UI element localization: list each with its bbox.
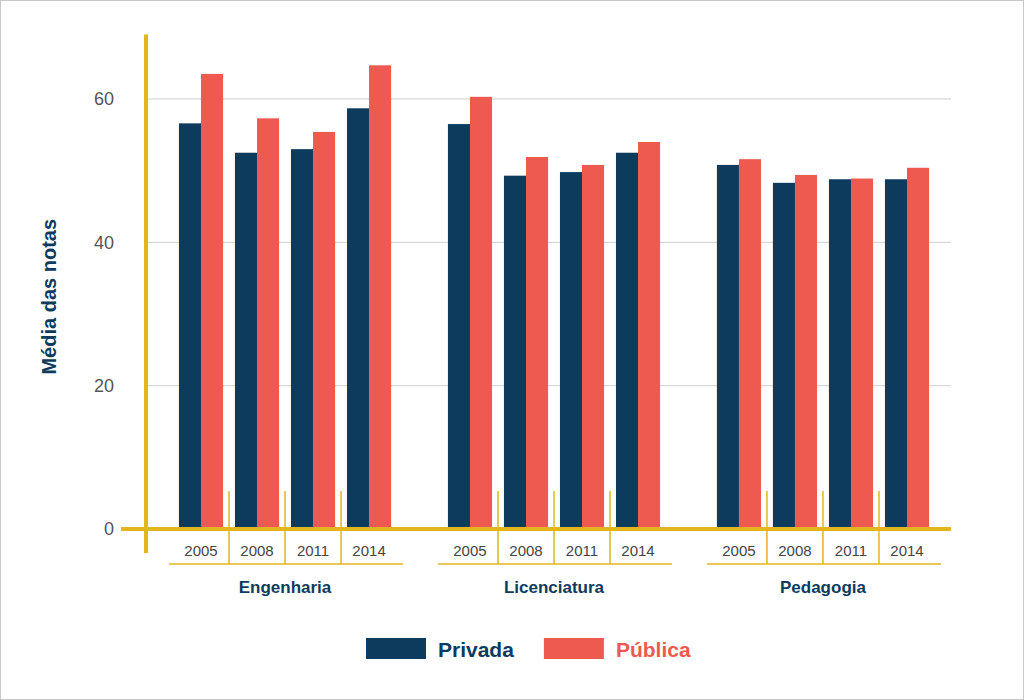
bar xyxy=(560,172,582,529)
bar xyxy=(201,74,223,529)
x-tick-label: 2011 xyxy=(566,542,598,559)
y-tick-label: 60 xyxy=(94,89,114,109)
y-tick-label: 0 xyxy=(104,519,114,539)
x-tick-label: 2008 xyxy=(778,542,811,559)
group-underline xyxy=(707,563,941,565)
x-axis-labels: 2005 2008 2011 2014 Engenharia 2005 2008 2011 20… xyxy=(184,542,923,597)
x-tick-label: 2005 xyxy=(722,542,755,559)
legend-swatch xyxy=(544,638,604,659)
bar xyxy=(313,132,335,529)
x-tick-label: 2005 xyxy=(453,542,486,559)
group-label: Licenciatura xyxy=(504,578,605,597)
legend-label: Pública xyxy=(616,638,691,661)
y-tick: 60 xyxy=(94,89,146,109)
chart-frame: 2005 2008 2011 2014 Engenharia 2005 2008 2011 20… xyxy=(0,0,1024,700)
y-tick-label: 20 xyxy=(94,376,114,396)
bar xyxy=(717,165,739,529)
y-axis-line xyxy=(144,34,148,553)
group-label: Pedagogia xyxy=(780,578,867,597)
x-tick-label: 2014 xyxy=(621,542,654,559)
group-label: Engenharia xyxy=(239,578,332,597)
bar xyxy=(257,118,279,529)
x-tick-label: 2014 xyxy=(352,542,385,559)
bar xyxy=(851,179,873,529)
bar xyxy=(179,123,201,529)
x-tick-label: 2008 xyxy=(509,542,542,559)
bar xyxy=(582,165,604,529)
bar xyxy=(638,142,660,529)
bar xyxy=(470,97,492,529)
y-axis-title: Média das notas xyxy=(38,219,60,375)
group-underline xyxy=(438,563,672,565)
legend-item: Privada xyxy=(366,638,514,661)
x-tick-label: 2008 xyxy=(240,542,273,559)
baseline xyxy=(121,527,951,531)
x-tick-label: 2011 xyxy=(297,542,329,559)
y-tick-label: 40 xyxy=(94,233,114,253)
y-axis: 0 20 40 60 xyxy=(94,34,146,553)
bar xyxy=(907,168,929,529)
legend-swatch xyxy=(366,638,426,659)
y-tick: 40 xyxy=(94,233,146,253)
bar xyxy=(795,175,817,529)
bar xyxy=(235,153,257,529)
bar xyxy=(885,179,907,529)
y-tick: 0 xyxy=(104,519,146,539)
bar xyxy=(773,183,795,529)
group-underline xyxy=(169,563,403,565)
bar xyxy=(369,65,391,529)
y-tick: 20 xyxy=(94,376,146,396)
bar xyxy=(504,176,526,529)
bar xyxy=(448,124,470,529)
x-tick-label: 2014 xyxy=(890,542,923,559)
bar xyxy=(347,108,369,529)
chart-svg: 2005 2008 2011 2014 Engenharia 2005 2008 2011 20… xyxy=(1,1,1023,699)
bars xyxy=(179,65,929,529)
legend-item: Pública xyxy=(544,638,691,661)
bar xyxy=(291,149,313,529)
x-tick-label: 2005 xyxy=(184,542,217,559)
bar xyxy=(829,179,851,529)
legend-label: Privada xyxy=(438,638,514,661)
grid-line xyxy=(146,98,951,99)
bar xyxy=(616,153,638,529)
x-tick-label: 2011 xyxy=(835,542,867,559)
bar xyxy=(739,159,761,529)
bar xyxy=(526,157,548,529)
legend: Privada Pública xyxy=(366,638,691,661)
